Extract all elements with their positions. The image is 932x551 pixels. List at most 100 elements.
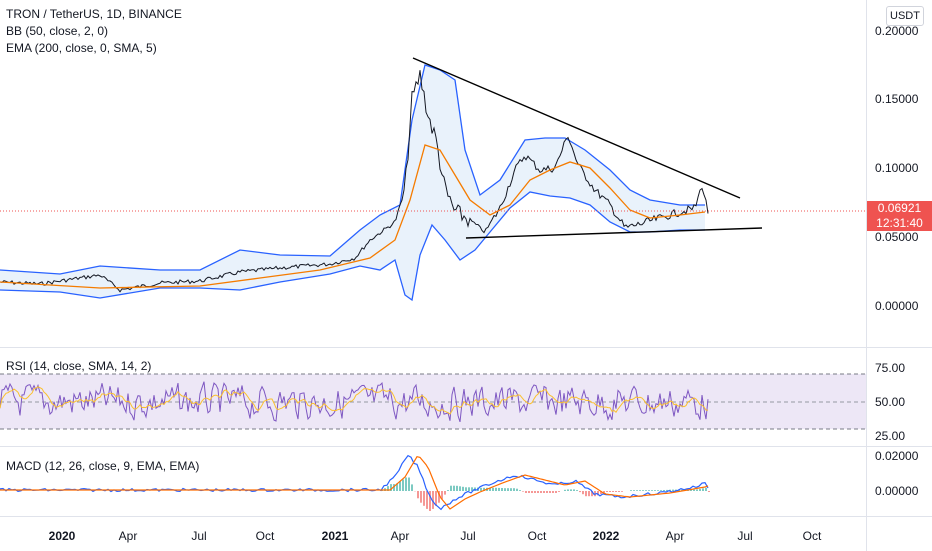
time-axis-label: Jul [460, 529, 475, 543]
ema-legend[interactable]: EMA (200, close, 0, SMA, 5) [6, 40, 182, 57]
macd-histogram-bar [513, 488, 515, 491]
macd-histogram-bar [543, 491, 545, 493]
time-axis-label: Oct [256, 529, 275, 543]
macd-histogram-bar [621, 491, 623, 492]
bar-countdown: 12:31:40 [867, 216, 932, 231]
chart-settings-corner[interactable] [866, 516, 932, 551]
macd-histogram-bar [468, 487, 470, 491]
macd-histogram-bar [531, 491, 533, 493]
macd-histogram-bar [534, 491, 536, 493]
macd-histogram-bar [573, 489, 575, 491]
macd-histogram-bar [444, 491, 446, 495]
time-axis-label: Apr [391, 529, 410, 543]
macd-histogram-bar [426, 491, 428, 509]
macd-histogram-bar [522, 491, 524, 492]
macd-tick: 0.02000 [875, 449, 918, 463]
macd-histogram-bar [702, 488, 704, 491]
macd-histogram-bar [504, 488, 506, 491]
macd-histogram-bar [549, 491, 551, 493]
time-axis-label: Oct [803, 529, 822, 543]
macd-histogram-bar [660, 490, 662, 491]
macd-histogram-bar [639, 490, 641, 491]
macd-histogram-bar [555, 491, 557, 493]
macd-histogram-bar [480, 488, 482, 491]
macd-histogram-bar [462, 487, 464, 491]
macd-histogram-bar [447, 490, 449, 491]
price-tick: 0.15000 [875, 92, 918, 106]
macd-histogram-bar [606, 491, 608, 492]
bollinger-band-fill [0, 65, 705, 300]
macd-histogram-bar [402, 479, 404, 491]
macd-histogram-bar [540, 491, 542, 493]
last-price-value: 0.06921 [867, 201, 932, 216]
macd-histogram-bar [465, 487, 467, 491]
macd-histogram-bar [636, 490, 638, 491]
macd-histogram-bar [642, 490, 644, 491]
time-axis-label: 2021 [322, 529, 349, 543]
macd-histogram-bar [654, 490, 656, 491]
time-axis-label: Oct [528, 529, 547, 543]
symbol-legend[interactable]: TRON / TetherUS, 1D, BINANCE [6, 6, 182, 23]
macd-histogram-bar [528, 491, 530, 493]
macd-histogram-bar [633, 490, 635, 491]
macd-histogram-bar [609, 491, 611, 492]
macd-histogram-bar [651, 490, 653, 491]
time-axis-label: Jul [737, 529, 752, 543]
macd-histogram-bar [435, 491, 437, 506]
price-tick: 0.00000 [875, 299, 918, 313]
macd-legend[interactable]: MACD (12, 26, close, 9, EMA, EMA) [6, 458, 199, 475]
rsi-legend[interactable]: RSI (14, close, SMA, 14, 2) [6, 358, 151, 375]
macd-histogram-bar [558, 491, 560, 492]
rsi-tick: 50.00 [875, 395, 905, 409]
macd-histogram-bar [618, 491, 620, 492]
macd-histogram-bar [510, 488, 512, 491]
macd-histogram-bar [630, 490, 632, 491]
macd-histogram-bar [552, 491, 554, 493]
macd-histogram-bar [696, 489, 698, 491]
macd-histogram-bar [645, 490, 647, 491]
macd-histogram-bar [456, 486, 458, 491]
macd-histogram-bar [615, 491, 617, 492]
currency-button[interactable]: USDT [886, 6, 924, 26]
bb-legend[interactable]: BB (50, close, 2, 0) [6, 23, 182, 40]
macd-histogram-bar [495, 488, 497, 491]
rsi-pane[interactable]: RSI (14, close, SMA, 14, 2) [0, 348, 866, 446]
macd-histogram-bar [525, 491, 527, 493]
macd-histogram-bar [519, 490, 521, 491]
macd-histogram-bar [546, 491, 548, 493]
macd-histogram-bar [507, 488, 509, 491]
macd-histogram-bar [588, 491, 590, 496]
macd-histogram-bar [564, 490, 566, 491]
price-chart-pane[interactable]: TRON / TetherUS, 1D, BINANCE BB (50, clo… [0, 0, 866, 347]
macd-histogram-bar [405, 478, 407, 492]
price-tick: 0.05000 [875, 230, 918, 244]
last-price-label: 0.06921 12:31:40 [867, 201, 932, 231]
macd-histogram-bar [450, 486, 452, 491]
time-axis-label: 2022 [593, 529, 620, 543]
macd-axis[interactable]: 0.02000 0.00000 [866, 447, 932, 516]
macd-histogram-bar [612, 491, 614, 492]
macd-histogram-bar [459, 486, 461, 491]
support-trendline [466, 228, 762, 238]
macd-histogram-bar [648, 490, 650, 491]
macd-histogram-bar [501, 488, 503, 491]
time-axis-label: 2020 [49, 529, 76, 543]
macd-histogram-bar [399, 481, 401, 491]
macd-histogram-bar [579, 491, 581, 492]
rsi-axis[interactable]: 75.00 50.00 25.00 [866, 348, 932, 446]
price-axis[interactable]: 0.20000 0.15000 0.10000 0.05000 0.00000 [866, 0, 932, 347]
macd-histogram-bar [570, 489, 572, 491]
macd-pane[interactable]: MACD (12, 26, close, 9, EMA, EMA) [0, 447, 866, 516]
macd-histogram-bar [492, 488, 494, 491]
macd-histogram-bar [411, 484, 413, 491]
macd-histogram-bar [693, 490, 695, 491]
macd-histogram-bar [576, 490, 578, 491]
price-tick: 0.10000 [875, 161, 918, 175]
macd-histogram-bar [705, 488, 707, 491]
macd-histogram-bar [567, 489, 569, 491]
macd-histogram-bar [423, 491, 425, 506]
macd-tick: 0.00000 [875, 484, 918, 498]
time-axis-label: Apr [666, 529, 685, 543]
macd-histogram-bar [417, 491, 419, 498]
